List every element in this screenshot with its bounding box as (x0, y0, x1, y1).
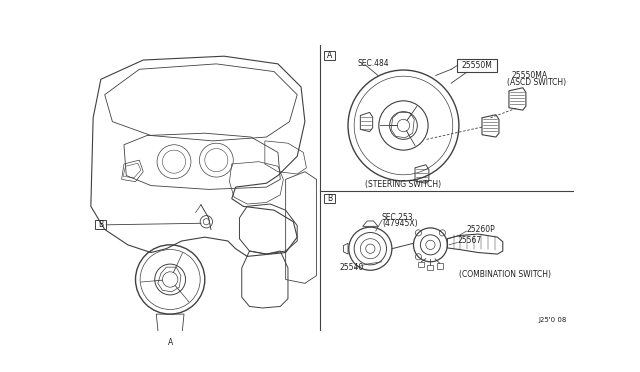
Text: A: A (327, 51, 332, 60)
Text: (COMBINATION SWITCH): (COMBINATION SWITCH) (459, 270, 551, 279)
Text: 25540: 25540 (340, 263, 364, 272)
Text: 25550MA: 25550MA (511, 71, 547, 80)
Text: (STEERING SWITCH): (STEERING SWITCH) (365, 180, 442, 189)
Text: 25550M: 25550M (462, 61, 493, 70)
Text: SEC.484: SEC.484 (357, 58, 389, 67)
Text: A: A (168, 338, 173, 347)
Text: J25'0 08: J25'0 08 (538, 317, 566, 323)
Text: SEC.253: SEC.253 (382, 212, 413, 221)
Text: B: B (327, 194, 332, 203)
Bar (161, 337, 179, 348)
Bar (95, 220, 106, 230)
Text: B: B (99, 220, 104, 229)
Bar (458, 58, 497, 73)
Text: (ASCD SWITCH): (ASCD SWITCH) (507, 78, 566, 87)
Text: 25567: 25567 (458, 237, 482, 246)
Text: 25260P: 25260P (467, 225, 495, 234)
Bar (324, 194, 335, 203)
Text: (47945X): (47945X) (382, 219, 417, 228)
Bar (324, 51, 335, 60)
